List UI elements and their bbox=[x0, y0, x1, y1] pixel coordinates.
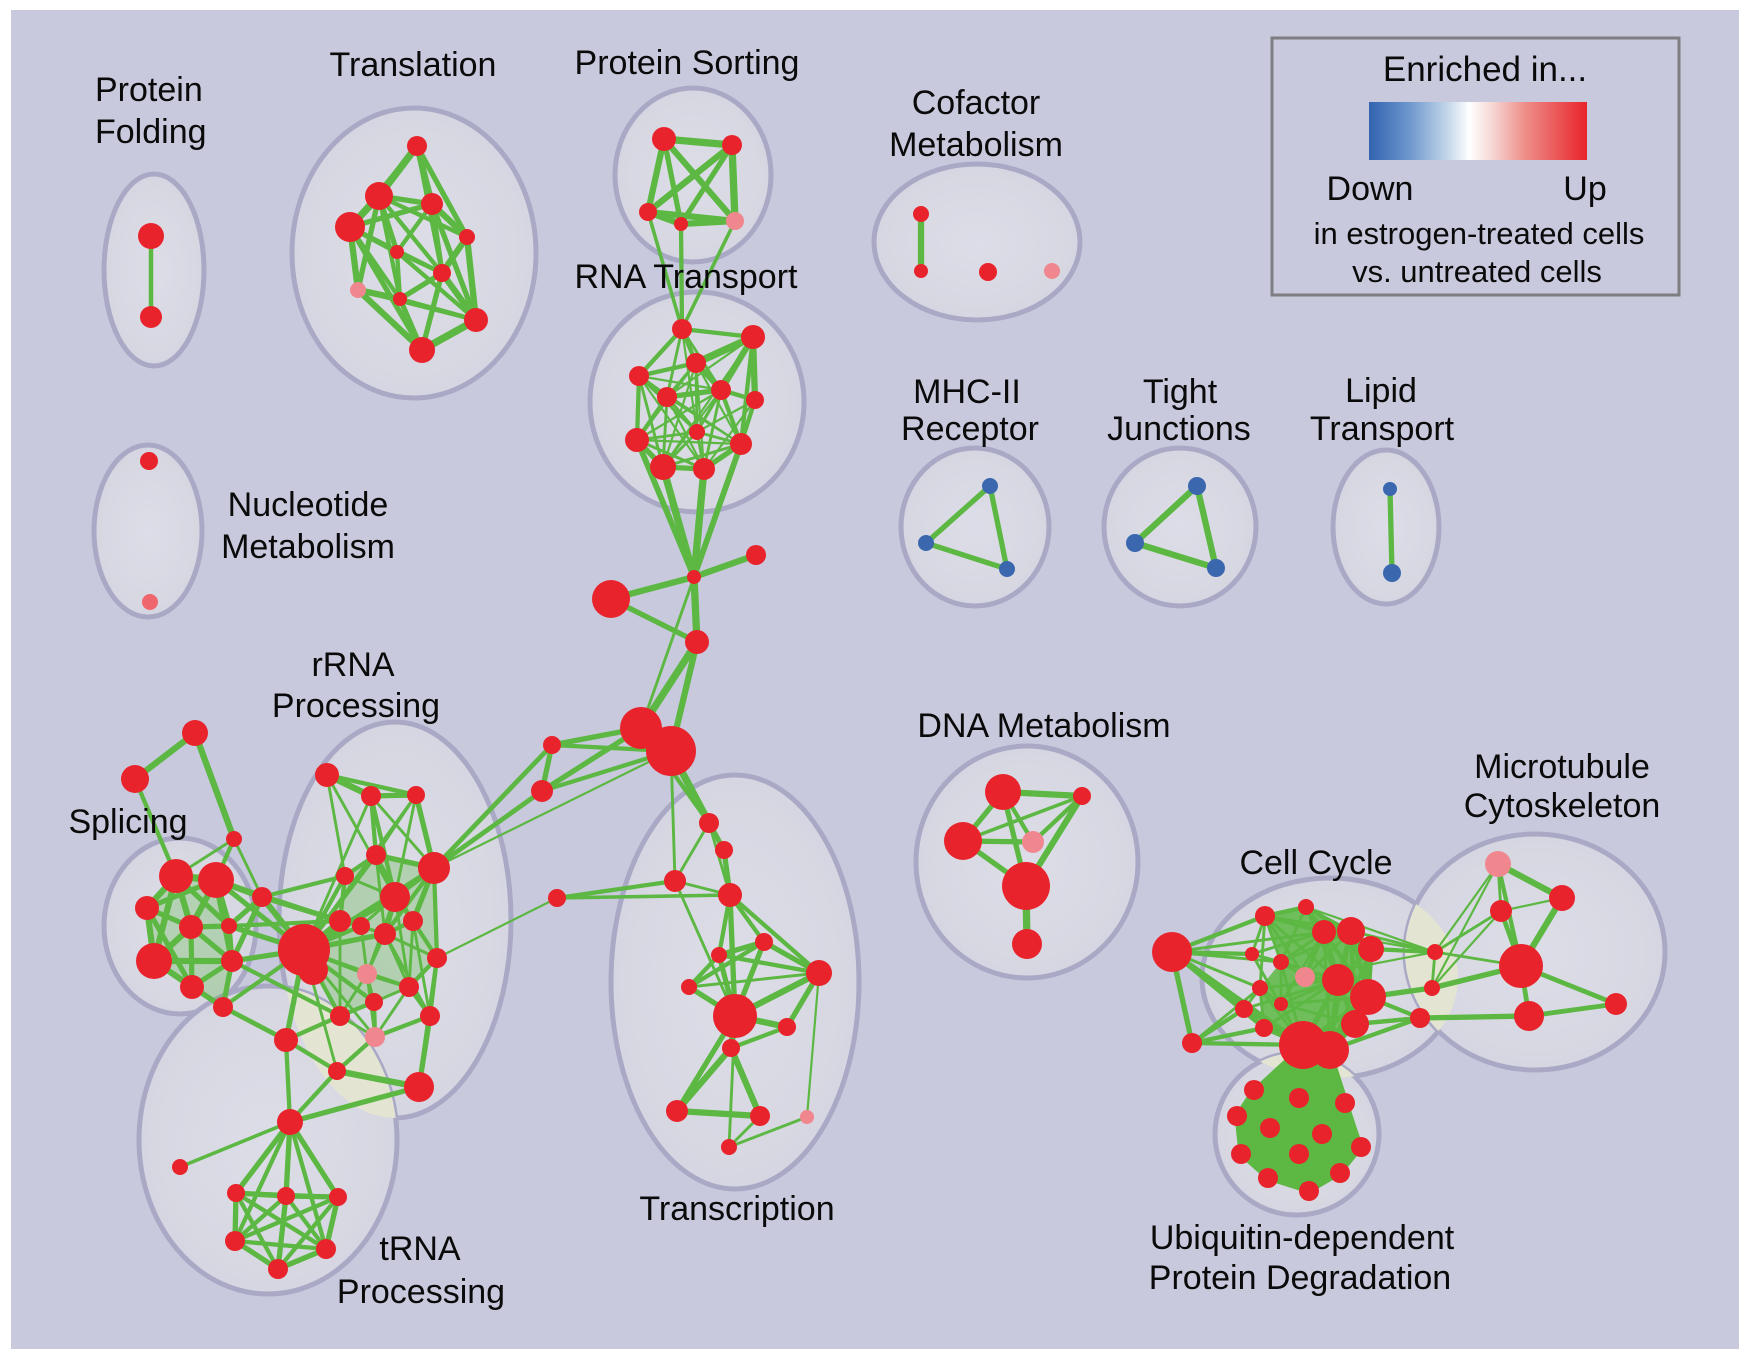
svg-text:Protein Degradation: Protein Degradation bbox=[1149, 1259, 1451, 1297]
svg-text:tRNA: tRNA bbox=[379, 1230, 461, 1268]
svg-text:Processing: Processing bbox=[337, 1273, 505, 1311]
svg-text:Folding: Folding bbox=[95, 113, 207, 151]
svg-text:Receptor: Receptor bbox=[901, 410, 1039, 448]
svg-text:Metabolism: Metabolism bbox=[889, 126, 1063, 164]
svg-text:Nucleotide: Nucleotide bbox=[228, 486, 389, 524]
svg-text:Cofactor: Cofactor bbox=[912, 84, 1041, 122]
svg-text:Microtubule: Microtubule bbox=[1474, 748, 1650, 786]
svg-text:rRNA: rRNA bbox=[311, 646, 394, 684]
svg-text:DNA Metabolism: DNA Metabolism bbox=[917, 707, 1170, 745]
svg-text:Junctions: Junctions bbox=[1107, 410, 1251, 448]
svg-text:RNA Transport: RNA Transport bbox=[575, 258, 799, 296]
svg-text:Protein: Protein bbox=[95, 71, 203, 109]
svg-text:Protein Sorting: Protein Sorting bbox=[575, 44, 800, 82]
svg-text:Transport: Transport bbox=[1310, 410, 1455, 448]
svg-text:Ubiquitin-dependent: Ubiquitin-dependent bbox=[1150, 1219, 1455, 1257]
svg-text:Enriched in...: Enriched in... bbox=[1383, 50, 1587, 89]
svg-text:Up: Up bbox=[1563, 170, 1606, 208]
svg-text:Processing: Processing bbox=[272, 687, 440, 725]
svg-text:Transcription: Transcription bbox=[639, 1190, 834, 1228]
svg-text:Down: Down bbox=[1327, 170, 1414, 208]
svg-text:Tight: Tight bbox=[1143, 373, 1218, 411]
svg-text:Cytoskeleton: Cytoskeleton bbox=[1464, 787, 1661, 825]
svg-text:Metabolism: Metabolism bbox=[221, 528, 395, 566]
svg-text:Translation: Translation bbox=[330, 46, 497, 84]
svg-text:Lipid: Lipid bbox=[1345, 372, 1417, 410]
svg-text:Cell Cycle: Cell Cycle bbox=[1239, 844, 1392, 882]
svg-text:vs. untreated cells: vs. untreated cells bbox=[1352, 254, 1602, 289]
svg-text:Splicing: Splicing bbox=[68, 803, 187, 841]
svg-text:in estrogen-treated cells: in estrogen-treated cells bbox=[1314, 216, 1645, 251]
svg-text:MHC-II: MHC-II bbox=[913, 373, 1021, 411]
